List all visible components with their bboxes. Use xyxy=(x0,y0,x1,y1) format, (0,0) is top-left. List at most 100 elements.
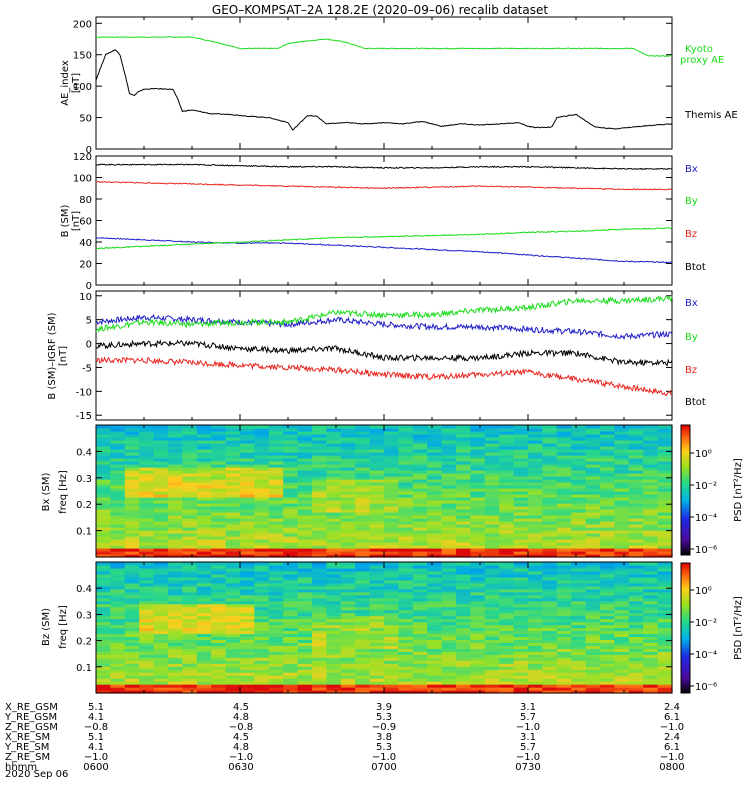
bx_psd-cell xyxy=(412,476,428,480)
bx_psd-cell xyxy=(355,470,371,474)
bz_psd-cell xyxy=(139,606,155,611)
bz_psd-cell xyxy=(297,603,313,608)
bx_psd-cell xyxy=(355,548,371,552)
ephemeris-value: 3.1 xyxy=(520,732,536,743)
bz_psd-cell xyxy=(124,582,140,587)
bx_psd-cell xyxy=(297,458,313,462)
bx_psd-cell xyxy=(283,497,299,501)
bz_psd-cell xyxy=(153,672,169,676)
bx_psd-cell xyxy=(369,512,385,516)
bz_psd-cell xyxy=(355,663,371,667)
bx_psd-cell xyxy=(340,470,356,474)
bz_psd-cell xyxy=(110,675,126,679)
bx_psd-cell xyxy=(470,536,486,540)
bz_psd-cell xyxy=(369,657,385,661)
bx_psd-cell xyxy=(528,512,543,516)
bz_psd-cell xyxy=(456,678,471,682)
bz_psd-cell xyxy=(571,579,587,584)
bz_psd-cell xyxy=(499,624,515,629)
bx_psd-cell xyxy=(513,446,529,450)
bz_psd-cell xyxy=(412,588,428,593)
bz_psd-cell xyxy=(384,645,399,649)
bz_psd-cell xyxy=(283,573,299,578)
bx_psd-cell xyxy=(441,509,457,513)
bx_psd-cell xyxy=(182,551,198,555)
bz_psd-cell xyxy=(340,684,356,688)
bz_psd-cell xyxy=(355,606,371,611)
bx_psd-cell xyxy=(643,446,659,450)
bz_psd-cell xyxy=(484,678,500,682)
bz_psd-cell xyxy=(470,562,486,566)
bx_psd-cell xyxy=(225,506,241,510)
bz_psd-cell xyxy=(110,609,126,614)
bx_psd-cell xyxy=(384,539,399,543)
bx_psd-cell xyxy=(585,485,601,489)
bz_psd-cell xyxy=(513,669,529,673)
bz_psd-cell xyxy=(369,573,385,578)
bz_psd-cell xyxy=(240,579,255,584)
bz_psd-cell xyxy=(470,588,486,593)
bx_psd-cell xyxy=(556,521,572,525)
bx_psd-cell xyxy=(585,539,601,543)
bz_psd-cell xyxy=(124,591,140,596)
bx_psd-cell xyxy=(369,485,385,489)
bx_psd-cell xyxy=(556,503,572,507)
bz_psd-cell xyxy=(312,618,327,623)
bx_psd-cell xyxy=(139,539,155,543)
bz_psd-cell xyxy=(412,633,428,638)
bz_psd-cell xyxy=(556,690,572,694)
bx_psd-cell xyxy=(96,455,111,459)
bz_psd-cell xyxy=(124,633,140,638)
bx_psd-cell xyxy=(153,494,169,498)
bz_psd-cell xyxy=(297,597,313,602)
bz_psd-cell xyxy=(513,642,529,646)
bx_psd-cell xyxy=(168,530,183,534)
bx_psd-cell xyxy=(384,479,399,483)
bx_psd-cell xyxy=(268,443,284,447)
bx_psd-cell xyxy=(556,536,572,540)
ephemeris-value: 6.1 xyxy=(664,742,680,753)
bz_psd-cell xyxy=(254,669,270,673)
bx_psd-cell xyxy=(628,518,644,522)
bz_psd-cell xyxy=(268,585,284,590)
bz_psd-cell xyxy=(225,651,241,655)
bx_psd-cell xyxy=(484,482,500,486)
bz_psd-cell xyxy=(643,585,659,590)
bx_psd-cell xyxy=(499,518,515,522)
bz_psd-cell xyxy=(643,687,659,691)
bz_psd-cell xyxy=(384,585,399,590)
bx_psd-cell xyxy=(657,458,673,462)
bz_psd-cell xyxy=(225,678,241,682)
bz_psd-cell xyxy=(196,588,212,593)
bx_psd-cell xyxy=(484,476,500,480)
bz_psd-cell xyxy=(211,675,227,679)
bx_psd-cell xyxy=(369,470,385,474)
bx_psd-cell xyxy=(139,455,155,459)
bz_psd-cell xyxy=(240,576,255,581)
bx_psd-cell xyxy=(412,443,428,447)
b-ylabel-line2: [nT] xyxy=(71,211,82,231)
bz_psd-cell xyxy=(628,681,644,685)
bz_psd-cell xyxy=(384,648,399,652)
bz_psd-cell xyxy=(139,654,155,658)
bz_psd-cell xyxy=(614,654,630,658)
bz_psd-cell xyxy=(441,657,457,661)
bx_psd-cell xyxy=(110,524,126,528)
ephemeris-value: −1.0 xyxy=(516,722,540,733)
bx_psd-cell xyxy=(297,530,313,534)
bx_psd-cell xyxy=(643,521,659,525)
bx_psd-cell xyxy=(484,452,500,456)
bx_psd-cell xyxy=(585,437,601,441)
bx_psd-cell xyxy=(441,464,457,468)
bx_psd-cell xyxy=(441,449,457,453)
bz_psd-cell xyxy=(96,651,111,655)
bx_psd-y-tick-label: 0.4 xyxy=(76,447,92,458)
bx_psd-cell xyxy=(326,554,342,558)
bz_psd-cell xyxy=(456,618,471,623)
bz_psd-cell xyxy=(211,633,227,638)
bz_psd-cell xyxy=(513,603,529,608)
bz_psd-cell xyxy=(196,585,212,590)
bx_psd-cell xyxy=(643,431,659,435)
bx_psd-cell xyxy=(340,476,356,480)
bz_psd-cell xyxy=(369,624,385,629)
